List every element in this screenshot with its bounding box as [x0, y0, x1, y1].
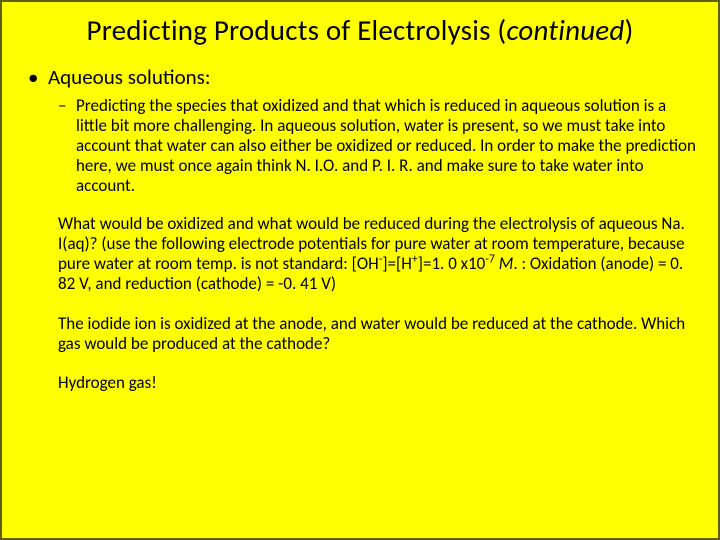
slide-container: Predicting Products of Electrolysis (con… [0, 0, 720, 540]
bullet-marker-dash: – [58, 96, 76, 196]
para1-italic-M: M [499, 253, 514, 274]
para2-text: The iodide ion is oxidized at the anode,… [58, 313, 685, 354]
paragraph-question: What would be oxidized and what would be… [24, 214, 696, 294]
title-prefix: Predicting Products of Electrolysis ( [87, 12, 507, 48]
bullet-marker-dot: • [28, 64, 48, 90]
bullet-l1-text: Aqueous solutions: [48, 64, 211, 90]
title-suffix: ) [624, 12, 633, 48]
para1-mid2: ]=1. 0 x10 [418, 253, 486, 274]
title-italic: continued [506, 12, 624, 48]
para1-mid1: ]=[H [382, 253, 411, 274]
bullet-l2-text: Predicting the species that oxidized and… [76, 96, 696, 196]
paragraph-answer: Hydrogen gas! [24, 373, 696, 393]
para3-text: Hydrogen gas! [58, 372, 157, 393]
para1-sup3: -7 [485, 253, 495, 267]
bullet-level2: – Predicting the species that oxidized a… [24, 96, 696, 196]
paragraph-answer-setup: The iodide ion is oxidized at the anode,… [24, 314, 696, 354]
bullet-level1: • Aqueous solutions: [24, 64, 696, 90]
slide-title: Predicting Products of Electrolysis (con… [24, 12, 696, 48]
